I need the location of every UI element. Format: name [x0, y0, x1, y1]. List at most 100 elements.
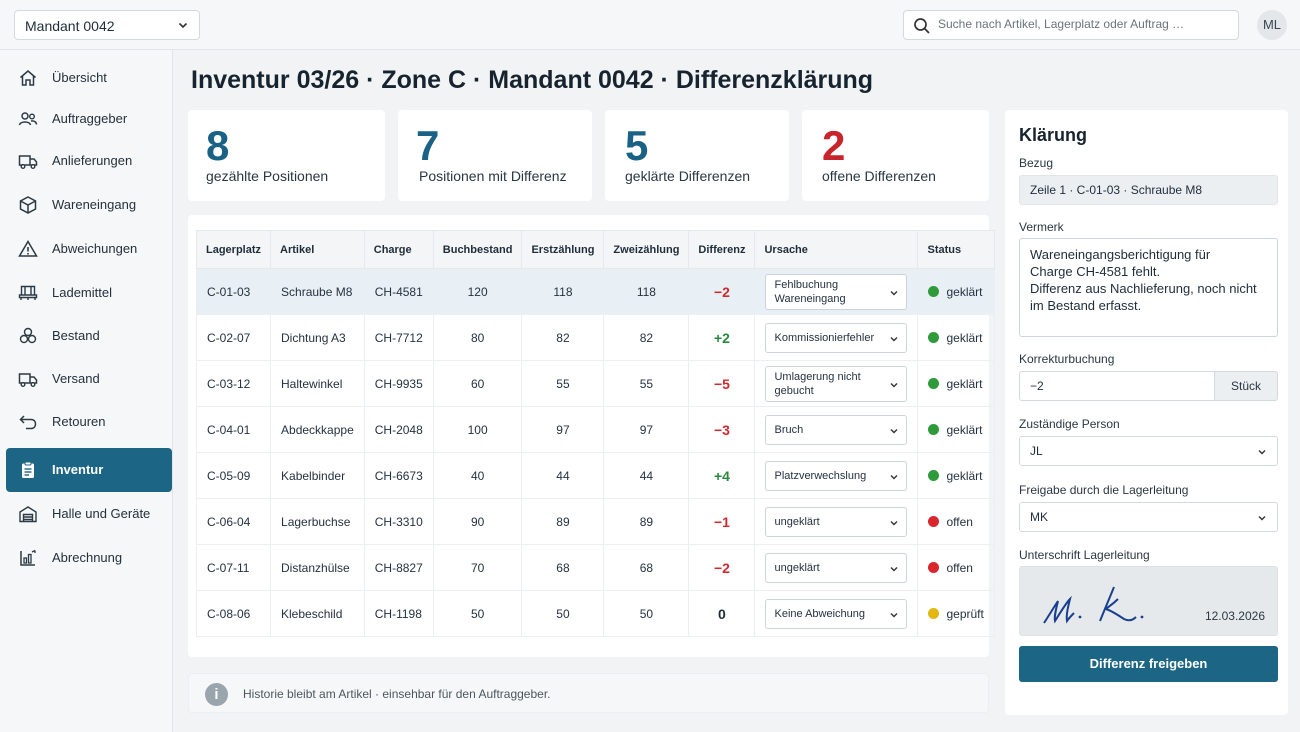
ursache-value: ungeklärt: [774, 515, 820, 528]
search-box[interactable]: [903, 10, 1239, 40]
cell-erstzaehlung: 55: [521, 360, 605, 407]
cell-buchbestand: 70: [432, 544, 523, 591]
chevron-down-icon: [890, 566, 898, 571]
sidebar-item-versand[interactable]: Versand: [6, 357, 172, 401]
mandant-select[interactable]: Mandant 0042: [14, 10, 200, 40]
ursache-select[interactable]: ungeklärt: [765, 552, 908, 583]
sidebar-item-lademittel[interactable]: Lademittel: [6, 271, 172, 315]
sidebar-item-uebersicht[interactable]: Übersicht: [6, 56, 172, 100]
column-header[interactable]: Artikel: [270, 230, 365, 269]
cell-ursache: Bruch: [754, 406, 919, 453]
ursache-select[interactable]: Platzverwechslung: [765, 460, 908, 491]
vermerk-textarea[interactable]: Wareneingangsberichtigung für Charge CH-…: [1019, 238, 1278, 337]
ursache-value: Bruch: [774, 423, 804, 436]
table-row[interactable]: C-05-09 Kabelbinder CH-6673 40 44 44 +4 …: [195, 452, 995, 499]
status-text: geklärt: [946, 330, 983, 345]
sidebar-item-label: Abweichungen: [52, 241, 138, 256]
table-row[interactable]: C-03-12 Haltewinkel CH-9935 60 55 55 −5 …: [195, 360, 995, 407]
stat-value: 8: [206, 122, 230, 169]
status-dot-icon: [928, 515, 940, 527]
cell-erstzaehlung: 97: [521, 406, 605, 453]
cell-charge: CH-6673: [363, 452, 434, 499]
freigabe-label: Freigabe durch die Lagerleitung: [1019, 483, 1189, 497]
signature-field[interactable]: 12.03.2026: [1019, 566, 1278, 636]
cell-zweitzaehlung: 50: [603, 590, 690, 637]
stat-value: 2: [822, 122, 846, 169]
ursache-select[interactable]: ungeklärt: [765, 506, 908, 537]
ursache-value: Umlagerung nicht gebucht: [774, 370, 861, 397]
column-header[interactable]: Erstzählung: [521, 230, 605, 269]
avatar[interactable]: ML: [1257, 10, 1287, 40]
sidebar-item-abrechnung[interactable]: Abrechnung: [6, 536, 172, 580]
sidebar-item-label: Versand: [52, 371, 100, 386]
table-row[interactable]: C-07-11 Distanzhülse CH-8827 70 68 68 −2…: [195, 544, 995, 591]
cell-lagerplatz: C-07-11: [195, 544, 272, 591]
column-header[interactable]: Ursache: [754, 230, 919, 269]
search-input[interactable]: [938, 17, 1228, 31]
freigabe-value: MK: [1030, 510, 1048, 524]
person-value: JL: [1030, 444, 1043, 458]
column-header[interactable]: Buchbestand: [432, 230, 523, 269]
cell-artikel: Kabelbinder: [270, 452, 365, 499]
status-dot-icon: [928, 377, 940, 389]
table-row[interactable]: C-02-07 Dichtung A3 CH-7712 80 82 82 +2 …: [195, 314, 995, 361]
ursache-select[interactable]: Umlagerung nicht gebucht: [765, 365, 908, 402]
column-header[interactable]: Zweizählung: [603, 230, 690, 269]
column-header[interactable]: Status: [917, 230, 995, 269]
cell-artikel: Schraube M8: [270, 268, 365, 315]
chevron-down-icon: [178, 22, 188, 29]
sidebar-item-label: Abrechnung: [52, 550, 123, 565]
cell-zweitzaehlung: 44: [603, 452, 690, 499]
cell-erstzaehlung: 68: [521, 544, 605, 591]
table-row[interactable]: C-08-06 Klebeschild CH-1198 50 50 50 0 K…: [195, 590, 995, 637]
clipboard-icon: [22, 461, 34, 478]
info-bar: i Historie bleibt am Artikel · einsehbar…: [188, 673, 989, 713]
sidebar-item-inventur[interactable]: Inventur: [6, 448, 172, 492]
column-header[interactable]: Lagerplatz: [195, 230, 272, 269]
table-row[interactable]: C-01-03 Schraube M8 CH-4581 120 118 118 …: [195, 268, 995, 315]
cell-zweitzaehlung: 55: [603, 360, 690, 407]
ursache-select[interactable]: Fehlbuchung Wareneingang: [765, 273, 908, 310]
cell-artikel: Haltewinkel: [270, 360, 365, 407]
differenz-table: Lagerplatz Artikel Charge Buchbestand Er…: [195, 230, 995, 637]
stat-caption: geklärte Differenzen: [625, 168, 751, 184]
table-row[interactable]: C-06-04 Lagerbuchse CH-3310 90 89 89 −1 …: [195, 498, 995, 545]
person-label: Zuständige Person: [1019, 417, 1120, 431]
korrektur-value: −2: [1030, 379, 1044, 393]
korrektur-input[interactable]: −2: [1019, 371, 1215, 401]
sidebar-item-label: Bestand: [52, 328, 100, 343]
chart-icon: [20, 549, 36, 566]
ursache-value: Keine Abweichung: [774, 607, 865, 620]
ursache-value: Platzverwechslung: [774, 469, 867, 482]
person-select[interactable]: JL: [1019, 436, 1278, 466]
status-dot-icon: [928, 423, 940, 435]
differenz-freigeben-button[interactable]: Differenz freigeben: [1019, 646, 1278, 682]
cell-artikel: Lagerbuchse: [270, 498, 365, 545]
sidebar-item-auftraggeber[interactable]: Auftraggeber: [6, 97, 172, 141]
chevron-down-icon: [890, 336, 898, 341]
table-row[interactable]: C-04-01 Abdeckkappe CH-2048 100 97 97 −3…: [195, 406, 995, 453]
ursache-select[interactable]: Kommissionierfehler: [765, 322, 908, 353]
sidebar-item-wareneingang[interactable]: Wareneingang: [6, 183, 172, 227]
column-header[interactable]: Differenz: [688, 230, 756, 269]
cell-artikel: Abdeckkappe: [270, 406, 365, 453]
status-text: geklärt: [946, 422, 983, 437]
unterschrift-label: Unterschrift Lagerleitung: [1019, 548, 1150, 562]
sidebar-item-abweichungen[interactable]: Abweichungen: [6, 227, 172, 271]
korrektur-label: Korrekturbuchung: [1019, 352, 1115, 366]
ursache-select[interactable]: Keine Abweichung: [765, 598, 908, 629]
sidebar-item-retouren[interactable]: Retouren: [6, 400, 172, 444]
bezug-label: Bezug: [1019, 156, 1054, 170]
sidebar-item-bestand[interactable]: Bestand: [6, 314, 172, 358]
sidebar-item-halle-und-geraete[interactable]: Halle und Geräte: [6, 492, 172, 536]
chevron-down-icon: [1258, 450, 1266, 455]
truck-icon: [18, 155, 38, 169]
cell-ursache: Fehlbuchung Wareneingang: [754, 268, 919, 315]
freigabe-select[interactable]: MK: [1019, 502, 1278, 532]
ursache-select[interactable]: Bruch: [765, 414, 908, 445]
vermerk-label: Vermerk: [1019, 220, 1064, 234]
column-header[interactable]: Charge: [363, 230, 434, 269]
cell-ursache: ungeklärt: [754, 544, 919, 591]
page-title: Inventur 03/26 · Zone C · Mandant 0042 ·…: [191, 66, 874, 94]
sidebar-item-anlieferungen[interactable]: Anlieferungen: [6, 139, 172, 183]
